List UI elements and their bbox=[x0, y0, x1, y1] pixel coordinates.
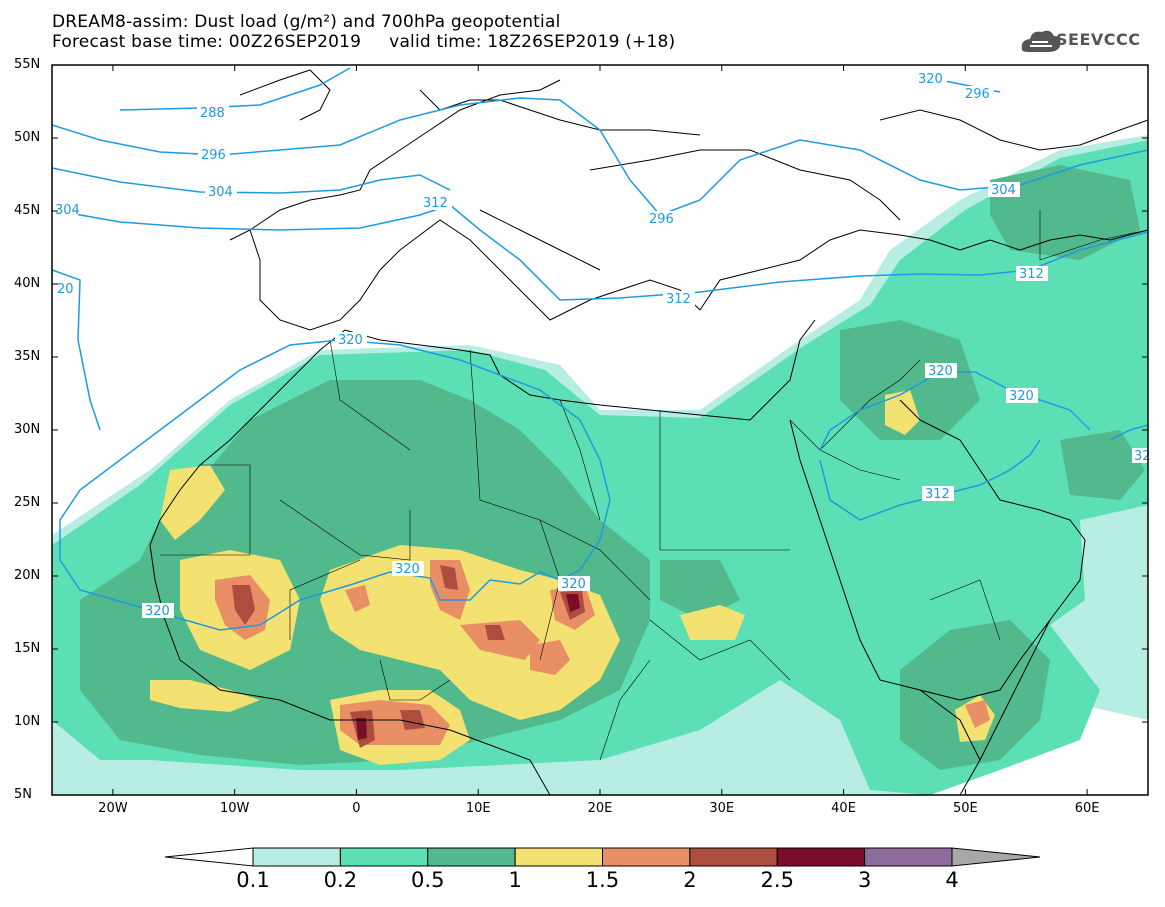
contour-label: 312 bbox=[423, 196, 448, 211]
lat-label: 40N bbox=[14, 276, 41, 291]
colorbar-swatch bbox=[602, 847, 691, 867]
lon-label: 10E bbox=[465, 801, 491, 816]
colorbar-max-arrow bbox=[951, 847, 1041, 867]
contour-label: 304 bbox=[208, 185, 233, 200]
lat-label: 55N bbox=[14, 57, 41, 72]
colorbar-swatch bbox=[776, 847, 866, 867]
contour-label: 296 bbox=[201, 148, 226, 163]
dust-band-2 bbox=[232, 585, 255, 625]
colorbar bbox=[164, 847, 1041, 867]
contour-label: 320 bbox=[395, 562, 420, 577]
coastlines bbox=[149, 69, 1148, 795]
lon-label: 40E bbox=[831, 801, 856, 816]
contour-label: 320 bbox=[1009, 389, 1034, 404]
map-title: DREAM8-assim: Dust load (g/m²) and 700hP… bbox=[52, 12, 561, 32]
lat-label: 35N bbox=[14, 349, 41, 364]
contour-label: 320 bbox=[928, 364, 953, 379]
lon-label: 50E bbox=[952, 801, 978, 816]
lon-label: 20E bbox=[587, 801, 613, 816]
cloud-icon bbox=[1021, 30, 1061, 52]
colorbar-label: 1.5 bbox=[585, 868, 620, 892]
contour-label: 304 bbox=[991, 183, 1016, 198]
logo-text: SEEVCCC bbox=[1056, 30, 1141, 49]
contour-label: 312 bbox=[925, 487, 950, 502]
lat-label: 50N bbox=[14, 130, 41, 145]
contour-label: 312 bbox=[1019, 267, 1044, 282]
colorbar-swatch bbox=[864, 847, 953, 867]
lat-label: 45N bbox=[14, 203, 41, 218]
colorbar-swatch bbox=[427, 847, 516, 867]
contour-label: 320 bbox=[145, 604, 170, 619]
colorbar-label: 3 bbox=[857, 868, 872, 892]
lat-label: 15N bbox=[14, 641, 41, 656]
lon-label: 0 bbox=[352, 801, 361, 816]
lat-label: 10N bbox=[14, 714, 41, 729]
lon-label: 30E bbox=[709, 801, 735, 816]
dust-field bbox=[52, 65, 1148, 795]
colorbar-label: 2 bbox=[683, 868, 697, 892]
contour-labels: 288 296 304 312 320 296 296 304 304 312 … bbox=[52, 71, 1151, 619]
lat-label: 30N bbox=[14, 422, 41, 437]
colorbar-label: 0.1 bbox=[236, 868, 270, 892]
colorbar-label: 0.5 bbox=[411, 868, 445, 892]
colorbar-swatch bbox=[689, 847, 778, 867]
contour-label: 320 bbox=[561, 577, 586, 592]
lon-label: 20W bbox=[98, 801, 128, 816]
contour-label: 296 bbox=[965, 87, 990, 102]
lat-label: 25N bbox=[14, 495, 41, 510]
colorbar-min-arrow bbox=[164, 847, 254, 867]
contour-label: 296 bbox=[649, 212, 674, 227]
colorbar-label: 2.5 bbox=[760, 868, 794, 892]
colorbar-label: 1 bbox=[508, 868, 522, 892]
contour-label: 20 bbox=[57, 282, 74, 297]
contour-label: 304 bbox=[55, 203, 80, 218]
contour-label: 320 bbox=[918, 72, 943, 87]
axis-ticks bbox=[52, 64, 1148, 796]
country-borders bbox=[160, 210, 1148, 761]
colorbar-swatch bbox=[339, 847, 429, 867]
contour-label: 32 bbox=[1134, 449, 1151, 464]
colorbar-label: 0.2 bbox=[323, 868, 358, 892]
colorbar-swatch bbox=[252, 847, 341, 867]
contour-label: 312 bbox=[666, 292, 691, 307]
lon-label: 10W bbox=[219, 801, 250, 816]
map-subtitle: Forecast base time: 00Z26SEP2019 valid t… bbox=[52, 32, 676, 52]
contour-label: 320 bbox=[338, 333, 363, 348]
lat-label: 20N bbox=[14, 568, 41, 583]
colorbar-label: 4 bbox=[945, 868, 959, 892]
lat-label: 5N bbox=[14, 787, 32, 802]
contour-label: 288 bbox=[200, 106, 225, 121]
dust-band-2.5 bbox=[566, 594, 580, 612]
lon-label: 60E bbox=[1074, 801, 1100, 816]
colorbar-swatch bbox=[514, 847, 603, 867]
